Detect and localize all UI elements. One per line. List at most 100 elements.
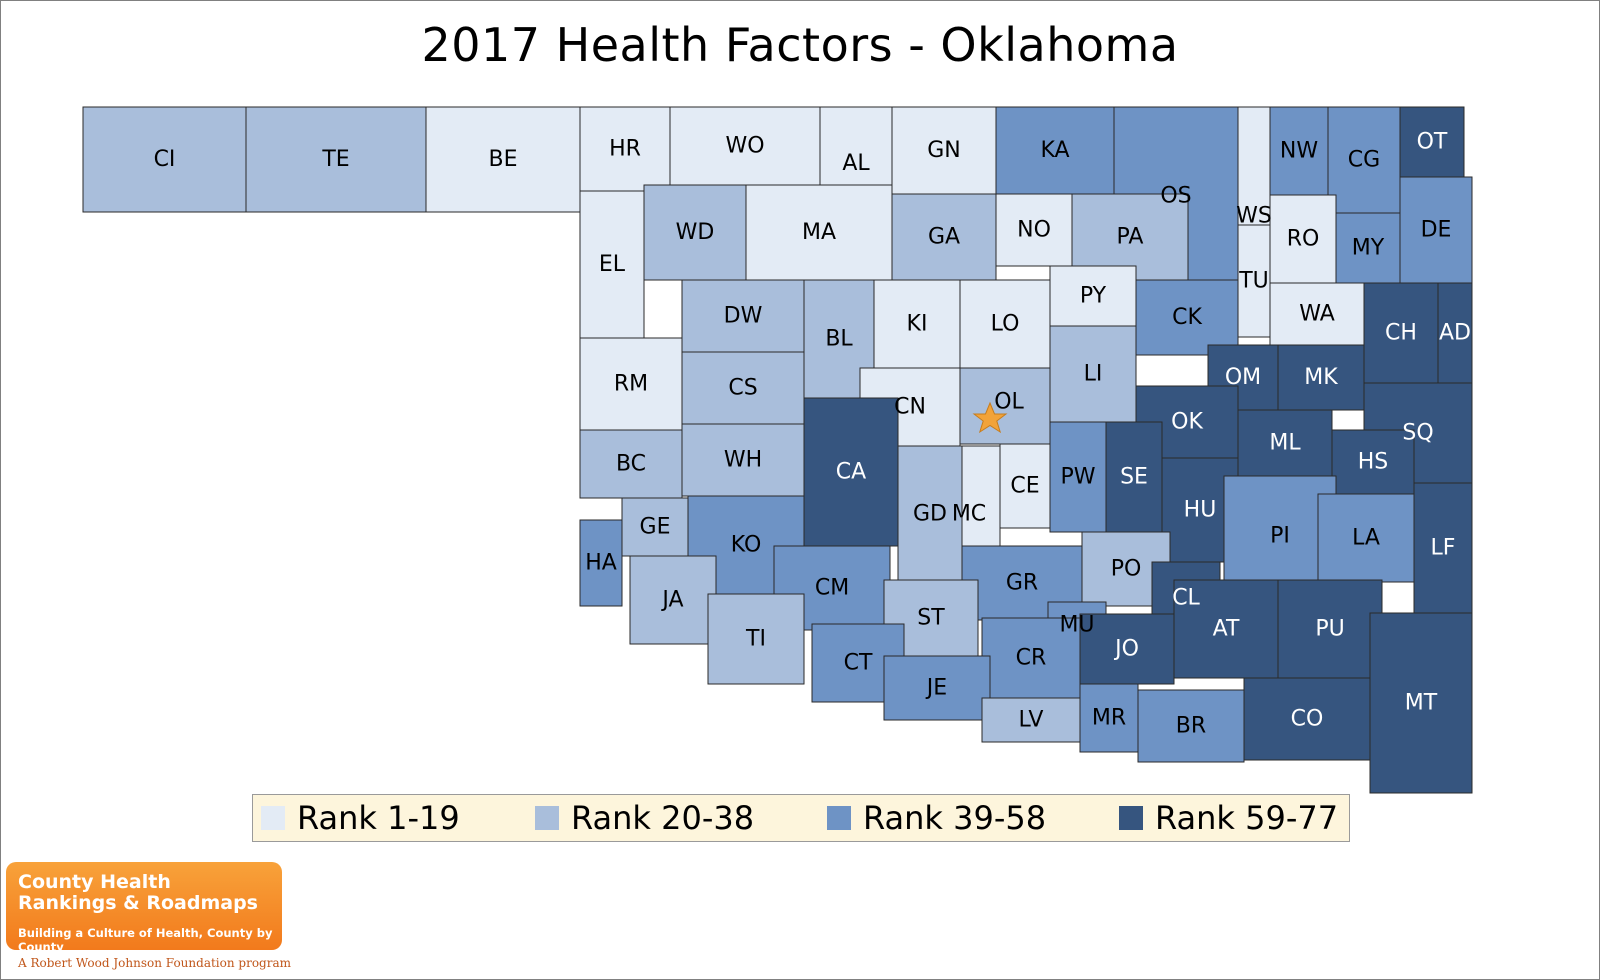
county-label-li: LI bbox=[1084, 362, 1103, 387]
county-label-pa: PA bbox=[1117, 225, 1144, 250]
county-label-ct: CT bbox=[844, 651, 873, 676]
county-li bbox=[1049, 325, 1137, 423]
county-label-al: AL bbox=[842, 151, 870, 176]
county-ml bbox=[1237, 409, 1333, 477]
county-label-no: NO bbox=[1017, 218, 1051, 243]
legend-label: Rank 59-77 bbox=[1155, 799, 1339, 837]
county-label-at: AT bbox=[1213, 617, 1240, 642]
county-label-ja: JA bbox=[660, 588, 683, 613]
legend-label: Rank 39-58 bbox=[863, 799, 1047, 837]
county-tu bbox=[1237, 224, 1271, 338]
county-label-gd: GD bbox=[913, 502, 947, 527]
county-label-ad: AD bbox=[1439, 321, 1471, 346]
county-label-lo: LO bbox=[991, 312, 1020, 337]
county-pi bbox=[1223, 475, 1337, 597]
county-label-de: DE bbox=[1421, 218, 1452, 243]
county-st bbox=[883, 579, 979, 657]
county-label-rm: RM bbox=[614, 372, 648, 397]
county-health-rankings-logo: County Health Rankings & Roadmaps Buildi… bbox=[6, 862, 282, 954]
county-label-nw: NW bbox=[1280, 139, 1318, 164]
county-label-je: JE bbox=[925, 676, 947, 701]
logo-tagline: Building a Culture of Health, County by … bbox=[18, 926, 273, 954]
county-se bbox=[1105, 421, 1163, 533]
county-label-ck: CK bbox=[1172, 305, 1202, 330]
county-ot bbox=[1399, 106, 1465, 178]
county-je bbox=[883, 655, 991, 721]
county-label-ci: CI bbox=[154, 147, 176, 172]
county-br bbox=[1137, 689, 1245, 763]
county-be bbox=[425, 106, 581, 213]
county-label-ok: OK bbox=[1171, 410, 1203, 435]
county-cg bbox=[1327, 106, 1401, 214]
county-label-wo: WO bbox=[725, 134, 764, 159]
county-ro bbox=[1269, 194, 1337, 284]
county-el bbox=[579, 190, 645, 339]
county-label-wh: WH bbox=[724, 448, 762, 473]
county-label-lv: LV bbox=[1019, 708, 1044, 733]
county-label-mr: MR bbox=[1092, 706, 1126, 731]
county-label-dw: DW bbox=[724, 304, 763, 329]
map-title: 2017 Health Factors - Oklahoma bbox=[421, 18, 1179, 72]
county-label-ws: WS bbox=[1236, 204, 1272, 229]
county-label-ga: GA bbox=[928, 225, 960, 250]
county-label-ca: CA bbox=[836, 460, 866, 485]
county-ga bbox=[891, 193, 997, 281]
star-icon bbox=[972, 401, 1008, 434]
county-label-mk: MK bbox=[1304, 365, 1338, 390]
county-label-cr: CR bbox=[1016, 646, 1047, 671]
county-label-st: ST bbox=[917, 606, 945, 631]
county-label-ce: CE bbox=[1010, 474, 1039, 499]
logo-text: Rankings & Roadmaps bbox=[18, 892, 258, 914]
county-label-hr: HR bbox=[609, 137, 641, 162]
county-label-gn: GN bbox=[927, 138, 961, 163]
county-label-sq: SQ bbox=[1402, 421, 1433, 446]
county-ca bbox=[803, 397, 899, 547]
county-label-mc: MC bbox=[952, 502, 986, 527]
county-label-pw: PW bbox=[1060, 465, 1095, 490]
county-ma bbox=[745, 184, 893, 281]
county-label-ka: KA bbox=[1040, 138, 1069, 163]
county-bc bbox=[579, 429, 683, 499]
county-wo bbox=[669, 106, 821, 186]
county-label-ol: OL bbox=[994, 390, 1024, 415]
logo-text: County Health bbox=[18, 871, 171, 893]
county-hr bbox=[579, 106, 671, 192]
legend-label: Rank 20-38 bbox=[571, 799, 755, 837]
county-label-br: BR bbox=[1176, 714, 1206, 739]
county-ci bbox=[82, 106, 247, 213]
county-no bbox=[995, 193, 1073, 267]
county-label-cg: CG bbox=[1348, 148, 1380, 173]
legend-item-rank-3: Rank 39-58 bbox=[827, 795, 1046, 841]
legend-item-rank-4: Rank 59-77 bbox=[1119, 795, 1338, 841]
county-pu bbox=[1277, 579, 1383, 679]
county-label-bl: BL bbox=[825, 327, 853, 352]
county-mr bbox=[1079, 683, 1139, 753]
county-ck bbox=[1135, 279, 1239, 356]
county-lv bbox=[981, 697, 1081, 743]
county-label-tu: TU bbox=[1238, 269, 1269, 294]
county-label-la: LA bbox=[1352, 526, 1380, 551]
county-nw bbox=[1269, 106, 1329, 196]
county-label-bc: BC bbox=[616, 452, 646, 477]
county-te bbox=[245, 106, 427, 213]
county-ha bbox=[579, 519, 623, 607]
county-at bbox=[1173, 579, 1279, 679]
county-label-cm: CM bbox=[815, 576, 849, 601]
program-credit: A Robert Wood Johnson Foundation program bbox=[18, 956, 291, 970]
county-label-gr: GR bbox=[1006, 571, 1038, 596]
county-label-pi: PI bbox=[1270, 524, 1290, 549]
county-label-po: PO bbox=[1111, 557, 1142, 582]
county-label-be: BE bbox=[489, 147, 518, 172]
county-mk bbox=[1277, 344, 1365, 411]
county-my bbox=[1335, 212, 1401, 284]
county-label-ge: GE bbox=[640, 515, 671, 540]
county-label-jo: JO bbox=[1113, 637, 1139, 662]
legend-item-rank-1: Rank 1-19 bbox=[261, 795, 460, 841]
county-label-mt: MT bbox=[1405, 691, 1438, 716]
county-ad bbox=[1437, 282, 1473, 384]
legend-swatch bbox=[261, 806, 285, 830]
legend-swatch bbox=[1119, 806, 1143, 830]
county-label-wd: WD bbox=[676, 220, 715, 245]
county-label-mu: MU bbox=[1059, 613, 1094, 638]
